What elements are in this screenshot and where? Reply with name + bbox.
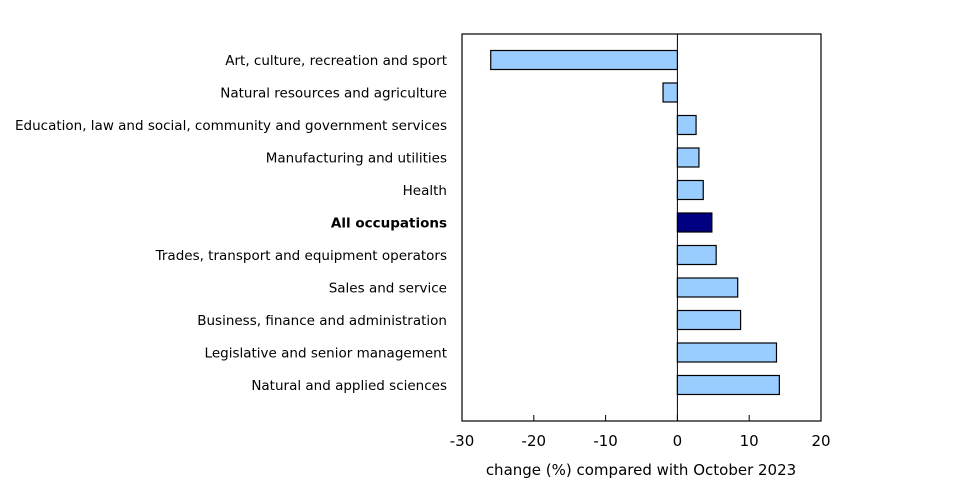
- x-tick-label: 10: [740, 432, 759, 450]
- category-label: Legislative and senior management: [205, 346, 447, 362]
- category-label: Art, culture, recreation and sport: [225, 53, 447, 69]
- plot-frame: [461, 33, 822, 422]
- x-tick-label: -20: [522, 432, 547, 450]
- category-label: Natural and applied sciences: [251, 378, 447, 394]
- bar-trades-transport-and-equipment-operators: [676, 244, 717, 266]
- bar-legislative-and-senior-management: [676, 342, 778, 363]
- x-tick-label: 0: [673, 432, 683, 450]
- bar-all-occupations: [676, 212, 713, 233]
- x-tick-label: 20: [811, 432, 830, 450]
- bar-sales-and-service: [676, 277, 739, 298]
- bar-manufacturing-and-utilities: [676, 147, 700, 168]
- bar-natural-and-applied-sciences: [676, 374, 780, 396]
- bar-health: [676, 179, 704, 201]
- bar-art-culture-recreation-and-sport: [490, 49, 678, 71]
- bars-layer: [490, 49, 780, 396]
- x-axis-title: change (%) compared with October 2023: [486, 461, 796, 479]
- x-axis-ticks: -30 -20 -10 0 10 20: [450, 415, 831, 450]
- bar-education-law-and-social-community-and-government-services: [676, 114, 697, 136]
- bar-natural-resources-and-agriculture: [662, 82, 678, 103]
- x-tick-label: -10: [593, 432, 618, 450]
- bar-business-finance-and-administration: [676, 309, 742, 331]
- category-label: Natural resources and agriculture: [220, 86, 447, 102]
- category-label: Sales and service: [329, 281, 447, 297]
- category-label: Education, law and social, community and…: [15, 118, 447, 134]
- category-label: Manufacturing and utilities: [266, 151, 447, 167]
- category-label: All occupations: [331, 216, 447, 232]
- category-labels: Art, culture, recreation and sport Natura…: [15, 53, 447, 394]
- category-label: Business, finance and administration: [197, 313, 447, 329]
- x-tick-label: -30: [450, 432, 475, 450]
- category-label: Health: [403, 183, 447, 199]
- category-label: Trades, transport and equipment operator…: [155, 248, 447, 264]
